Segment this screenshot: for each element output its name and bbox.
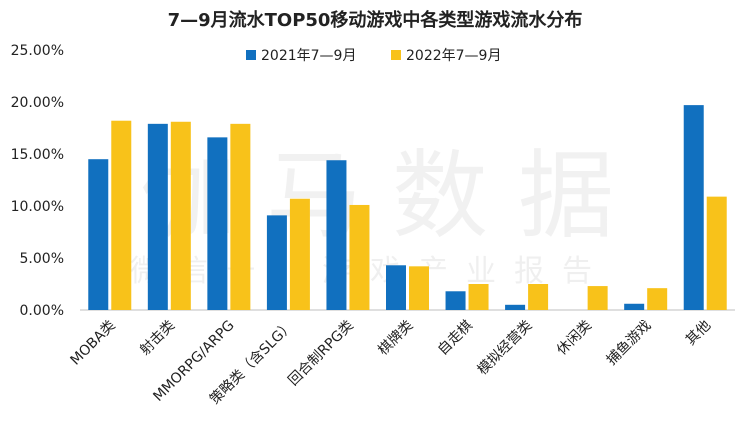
y-tick-label: 20.00% bbox=[11, 95, 64, 111]
bar-2021 bbox=[147, 123, 168, 310]
bar-2021 bbox=[505, 304, 526, 310]
bar-2021 bbox=[88, 159, 109, 310]
bar-2022 bbox=[349, 204, 370, 310]
y-tick-label: 0.00% bbox=[20, 303, 64, 319]
bar-2022 bbox=[587, 286, 608, 310]
legend-label-2021: 2021年7—9月 bbox=[261, 48, 356, 64]
chart-title: 7—9月流水TOP50移动游戏中各类型游戏流水分布 bbox=[167, 10, 583, 31]
x-tick-label: 自走棋 bbox=[435, 318, 476, 359]
bar-2022 bbox=[289, 198, 310, 310]
bar-2022 bbox=[409, 266, 429, 310]
x-tick-label: 射击类 bbox=[137, 318, 178, 359]
bar-2021 bbox=[445, 291, 466, 310]
y-tick-label: 10.00% bbox=[11, 199, 64, 215]
bar-2021 bbox=[207, 137, 228, 310]
bar-2021 bbox=[266, 215, 287, 310]
bar-2022 bbox=[528, 284, 549, 310]
legend-swatch-2022 bbox=[391, 50, 401, 60]
y-tick-label: 25.00% bbox=[11, 43, 64, 59]
bar-2022 bbox=[230, 123, 251, 310]
bar-2022 bbox=[170, 121, 191, 310]
bar-2022 bbox=[706, 196, 727, 310]
y-tick-label: 5.00% bbox=[20, 251, 64, 267]
x-tick-label: 捕鱼游戏 bbox=[603, 317, 655, 369]
bar-2021 bbox=[326, 160, 347, 310]
bar-2021 bbox=[624, 303, 645, 310]
x-tick-label: 棋牌类 bbox=[375, 317, 417, 359]
x-tick-label: 模拟经营类 bbox=[475, 318, 536, 379]
bar-2022 bbox=[468, 284, 489, 310]
bar-2021 bbox=[386, 265, 406, 310]
y-tick-label: 15.00% bbox=[11, 147, 64, 163]
legend-swatch-2021 bbox=[246, 50, 256, 60]
bar-2022 bbox=[111, 120, 132, 310]
bar-2021 bbox=[683, 105, 704, 311]
x-tick-label: 休闲类 bbox=[554, 318, 595, 359]
x-tick-label: MOBA类 bbox=[67, 318, 118, 369]
legend-label-2022: 2022年7—9月 bbox=[406, 48, 501, 64]
x-tick-label: 其他 bbox=[683, 318, 714, 349]
bar-2022 bbox=[647, 288, 668, 310]
